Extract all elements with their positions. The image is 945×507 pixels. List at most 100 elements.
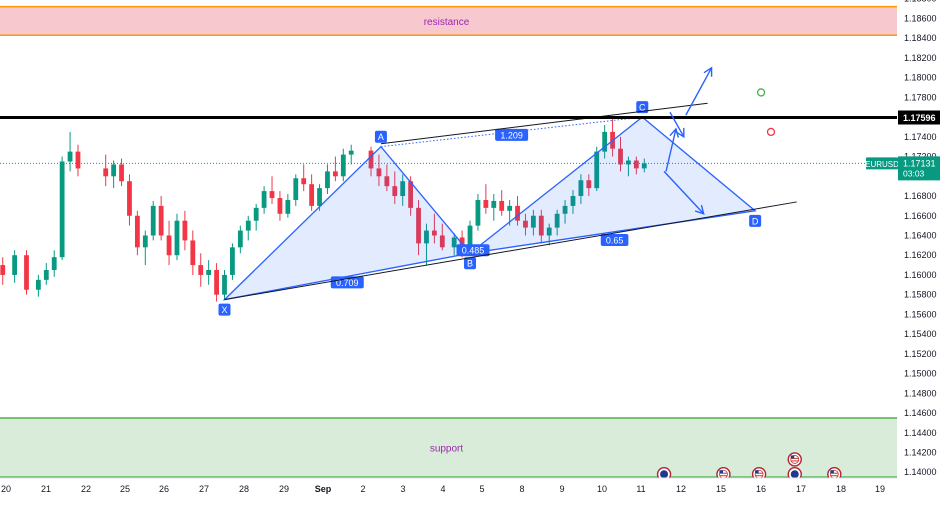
price-tick-label: 1.18000 (904, 73, 937, 83)
marker-circle (766, 127, 776, 137)
candle-body (293, 178, 299, 200)
candle-body (150, 205, 156, 236)
time-axis-bg (0, 478, 897, 502)
arrow-up-short (665, 128, 677, 172)
candle-body (59, 161, 65, 258)
time-tick-label: 10 (597, 484, 607, 494)
candle-body (424, 230, 429, 244)
point-badge-D (749, 214, 762, 227)
candle-body (626, 160, 631, 165)
candle-body (214, 270, 219, 295)
ratio-badge (600, 234, 629, 247)
point-badge-A (374, 130, 387, 143)
candle-body (633, 160, 639, 169)
time-tick-label: 15 (716, 484, 726, 494)
candle-body (641, 163, 647, 169)
candle-body (237, 230, 243, 248)
candle-body (198, 265, 204, 275)
price-tick-label: 1.18200 (904, 53, 937, 63)
candle-body (158, 205, 164, 236)
price-tick-label: 1.15400 (904, 329, 937, 339)
candle-body (12, 255, 18, 275)
candle-body (546, 227, 552, 236)
candle-body (190, 240, 196, 266)
candle-body (261, 191, 267, 208)
candle-body (277, 197, 283, 214)
price-tick-label: 1.16000 (904, 270, 937, 280)
time-tick-label: 17 (796, 484, 806, 494)
candle-body (491, 200, 497, 208)
price-tick-label: 1.15000 (904, 369, 937, 379)
zone-support (0, 417, 897, 478)
price-tick-label: 1.14200 (904, 448, 937, 458)
event-eu-flag (660, 470, 669, 479)
last-price-badge (898, 156, 940, 181)
candle-body (127, 181, 132, 216)
candle-body (499, 200, 505, 211)
candle-body (618, 148, 623, 165)
arrow-down-long (663, 170, 705, 215)
event-eu-flag (790, 470, 799, 479)
time-tick-label: 2 (360, 484, 365, 494)
pattern-layer: 0.709 1.209 0.485 0.65 X A B C D (218, 101, 762, 316)
event-us-canton (755, 470, 759, 474)
time-tick-label: 28 (239, 484, 249, 494)
time-tick-label: Sep (315, 484, 332, 494)
price-tick-label: 1.17800 (904, 92, 937, 102)
point-label-C: C (639, 103, 646, 113)
price-tick-label: 1.15600 (904, 309, 937, 319)
time-axis[interactable]: 20 21 22 25 26 27 28 29 Sep 2 3 4 5 8 9 10 11 12 15 16 17 18 1… (0, 477, 897, 502)
time-tick-label: 16 (756, 484, 766, 494)
candle-body (253, 207, 259, 221)
price-tick-label: 1.14000 (904, 467, 937, 477)
candle-body (530, 215, 536, 228)
candle-body (269, 191, 275, 198)
candle-body (578, 180, 584, 197)
candle-body (166, 235, 172, 256)
time-tick-label: 5 (479, 484, 484, 494)
candle-body (384, 176, 390, 187)
time-tick-label: 22 (81, 484, 91, 494)
price-axis[interactable]: 1.18800 1.18600 1.18400 1.18200 1.18000 1.178… (865, 0, 945, 502)
zones-layer: resistance support (0, 5, 897, 478)
price-tick-label: 1.16200 (904, 250, 937, 260)
event-us-canton (790, 455, 795, 459)
candle-body (523, 220, 528, 228)
time-tick-label: 11 (636, 484, 645, 494)
arrow-down-short-head (675, 127, 685, 139)
candle-body (507, 205, 513, 211)
candle-body (0, 265, 6, 275)
candle-body (400, 181, 406, 197)
zone-label-support: support (430, 444, 464, 455)
time-tick-label: 25 (120, 484, 130, 494)
arrow-up-short-head (669, 127, 680, 138)
arrow-up-long-head (703, 66, 713, 77)
candle-body (439, 235, 445, 248)
point-label-A: A (378, 132, 384, 142)
point-label-D: D (752, 216, 759, 226)
countdown-label: 03:03 (903, 168, 925, 178)
candle-body (301, 178, 307, 185)
event-us-canton (830, 470, 834, 474)
point-label-X: X (221, 305, 227, 315)
candle-body (75, 151, 81, 169)
time-tick-label: 19 (875, 484, 885, 494)
time-tick-label: 21 (41, 484, 51, 494)
price-tick-label: 1.15800 (904, 290, 937, 300)
symbol-label: EURUSD (865, 160, 899, 169)
price-tick-label: 1.17400 (904, 132, 937, 142)
price-tick-label: 1.16600 (904, 211, 937, 221)
candle-body (245, 220, 251, 231)
arrow-up-long (685, 67, 713, 116)
candle-body (408, 181, 414, 208)
time-tick-label: 12 (676, 484, 686, 494)
candle-body (475, 199, 481, 226)
candle-body (431, 230, 437, 236)
ratio-label: 0.485 (462, 246, 485, 256)
ratio-badge (495, 128, 529, 141)
time-tick-label: 27 (199, 484, 209, 494)
candle-body (51, 257, 57, 271)
symbol-badge (866, 157, 898, 170)
price-tick-label: 1.18800 (904, 0, 937, 4)
